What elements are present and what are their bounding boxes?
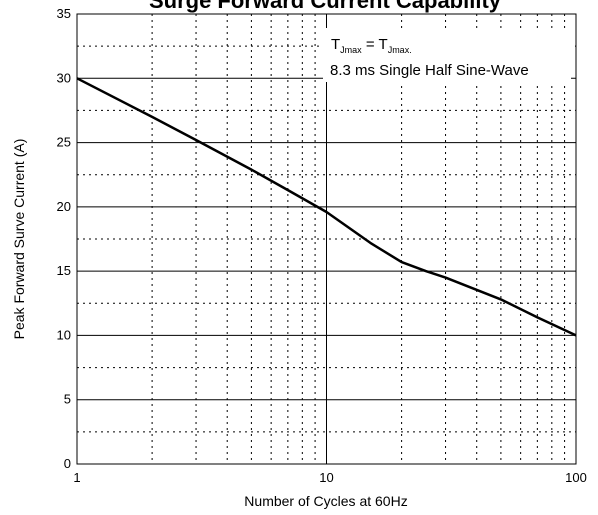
annotation-background: [323, 28, 571, 82]
annotation-sub1: Jmax: [340, 45, 362, 55]
y-tick-label: 10: [57, 327, 71, 342]
series-line: [76, 77, 577, 337]
x-axis-label: Number of Cycles at 60Hz: [244, 493, 407, 509]
y-axis-label: Peak Forward Surve Current (A): [11, 139, 27, 340]
y-tick-label: 35: [57, 6, 71, 21]
tick-labels: 0 5 10 15 20 25 30 35 1 10 100: [57, 6, 587, 485]
y-tick-label: 0: [64, 456, 71, 471]
y-tick-label: 15: [57, 263, 71, 278]
y-tick-label: 20: [57, 199, 71, 214]
annotation-line2: 8.3 ms Single Half Sine-Wave: [330, 62, 529, 79]
y-tick-label: 30: [57, 70, 71, 85]
x-tick-label: 100: [565, 470, 587, 485]
annotation-box: TJmax = TJmax. 8.3 ms Single Half Sine-W…: [323, 28, 571, 82]
plot-frame: [76, 13, 577, 465]
chart-title: Surge Forward Current Capability: [149, 0, 502, 13]
x-tick-label: 10: [319, 470, 333, 485]
y-tick-label: 5: [64, 392, 71, 407]
series-group: [76, 77, 577, 337]
y-tick-label: 25: [57, 135, 71, 150]
annotation-t1: T: [331, 36, 340, 53]
x-tick-label: 1: [73, 470, 80, 485]
annotation-sub2: Jmax.: [388, 45, 412, 55]
annotation-line1: TJmax = TJmax.: [331, 36, 412, 55]
annotation-eq: = T: [362, 36, 388, 53]
